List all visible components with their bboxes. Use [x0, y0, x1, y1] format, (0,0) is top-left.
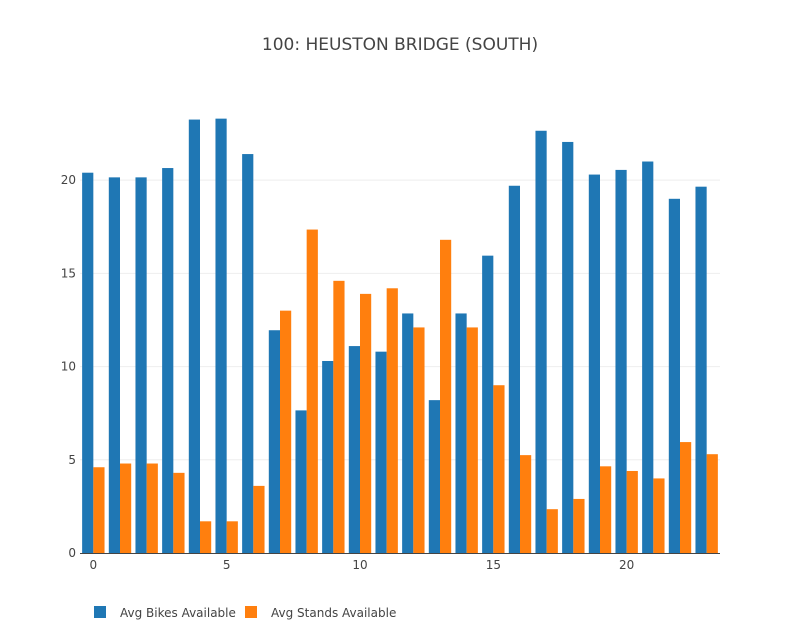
- bar[interactable]: [242, 154, 254, 554]
- legend-item[interactable]: Avg Bikes Available: [94, 606, 236, 620]
- x-tick-label: 0: [90, 558, 98, 572]
- bar[interactable]: [600, 466, 612, 553]
- legend-label: Avg Bikes Available: [120, 606, 236, 620]
- bar[interactable]: [375, 351, 387, 553]
- bar[interactable]: [588, 174, 600, 553]
- chart-title: 100: HEUSTON BRIDGE (SOUTH): [262, 35, 538, 55]
- bar[interactable]: [573, 498, 585, 553]
- bar[interactable]: [562, 141, 574, 553]
- bar[interactable]: [466, 327, 478, 553]
- bar[interactable]: [306, 229, 318, 554]
- bar[interactable]: [173, 472, 185, 553]
- x-tick-label: 15: [486, 558, 501, 572]
- y-tick-label: 15: [61, 266, 76, 280]
- bar[interactable]: [440, 239, 452, 553]
- bar[interactable]: [268, 330, 280, 553]
- x-tick-label: 20: [619, 558, 634, 572]
- gridlines: [80, 179, 720, 461]
- bar[interactable]: [615, 169, 627, 553]
- bar[interactable]: [626, 470, 638, 553]
- x-axis-ticks: 0 5 10 15 20: [90, 558, 635, 572]
- bar[interactable]: [146, 463, 158, 553]
- bar[interactable]: [413, 327, 425, 553]
- bar[interactable]: [135, 177, 147, 553]
- bar[interactable]: [348, 346, 360, 553]
- bar[interactable]: [93, 467, 105, 553]
- legend-item[interactable]: Avg Stands Available: [245, 606, 396, 620]
- bar[interactable]: [82, 172, 94, 553]
- bar[interactable]: [535, 130, 547, 553]
- y-tick-label: 20: [61, 173, 76, 187]
- bar[interactable]: [428, 400, 440, 553]
- bar[interactable]: [253, 485, 265, 553]
- bar[interactable]: [706, 454, 718, 553]
- bar[interactable]: [642, 161, 654, 553]
- bar[interactable]: [653, 478, 665, 553]
- bar[interactable]: [188, 119, 200, 554]
- bar[interactable]: [226, 521, 238, 553]
- bar[interactable]: [546, 509, 558, 553]
- legend[interactable]: Avg Bikes Available Avg Stands Available: [94, 606, 396, 620]
- series-0: [82, 118, 707, 554]
- bar[interactable]: [520, 455, 532, 553]
- bar[interactable]: [322, 360, 334, 553]
- y-tick-label: 10: [61, 360, 76, 374]
- bars: [82, 118, 718, 554]
- bar[interactable]: [455, 313, 467, 553]
- bar[interactable]: [493, 385, 505, 553]
- legend-swatch: [94, 606, 106, 618]
- series-1: [93, 229, 718, 554]
- bar[interactable]: [280, 310, 292, 553]
- legend-swatch: [245, 606, 257, 618]
- x-tick-label: 10: [352, 558, 367, 572]
- bar[interactable]: [108, 177, 120, 553]
- y-tick-label: 5: [68, 453, 76, 467]
- legend-label: Avg Stands Available: [271, 606, 396, 620]
- bar[interactable]: [120, 463, 132, 553]
- bar[interactable]: [360, 293, 372, 553]
- bar[interactable]: [402, 313, 414, 553]
- bar[interactable]: [508, 185, 520, 553]
- y-axis-ticks: 0 5 10 15 20: [61, 173, 76, 560]
- bar[interactable]: [482, 255, 494, 553]
- bar[interactable]: [386, 288, 398, 553]
- bar[interactable]: [200, 521, 212, 553]
- bar[interactable]: [295, 410, 307, 553]
- bar[interactable]: [695, 186, 707, 553]
- bar[interactable]: [333, 280, 345, 553]
- x-tick-label: 5: [223, 558, 231, 572]
- bar[interactable]: [162, 168, 174, 553]
- bar[interactable]: [680, 442, 692, 553]
- bar[interactable]: [215, 118, 227, 554]
- y-tick-label: 0: [68, 546, 76, 560]
- bar[interactable]: [668, 198, 680, 553]
